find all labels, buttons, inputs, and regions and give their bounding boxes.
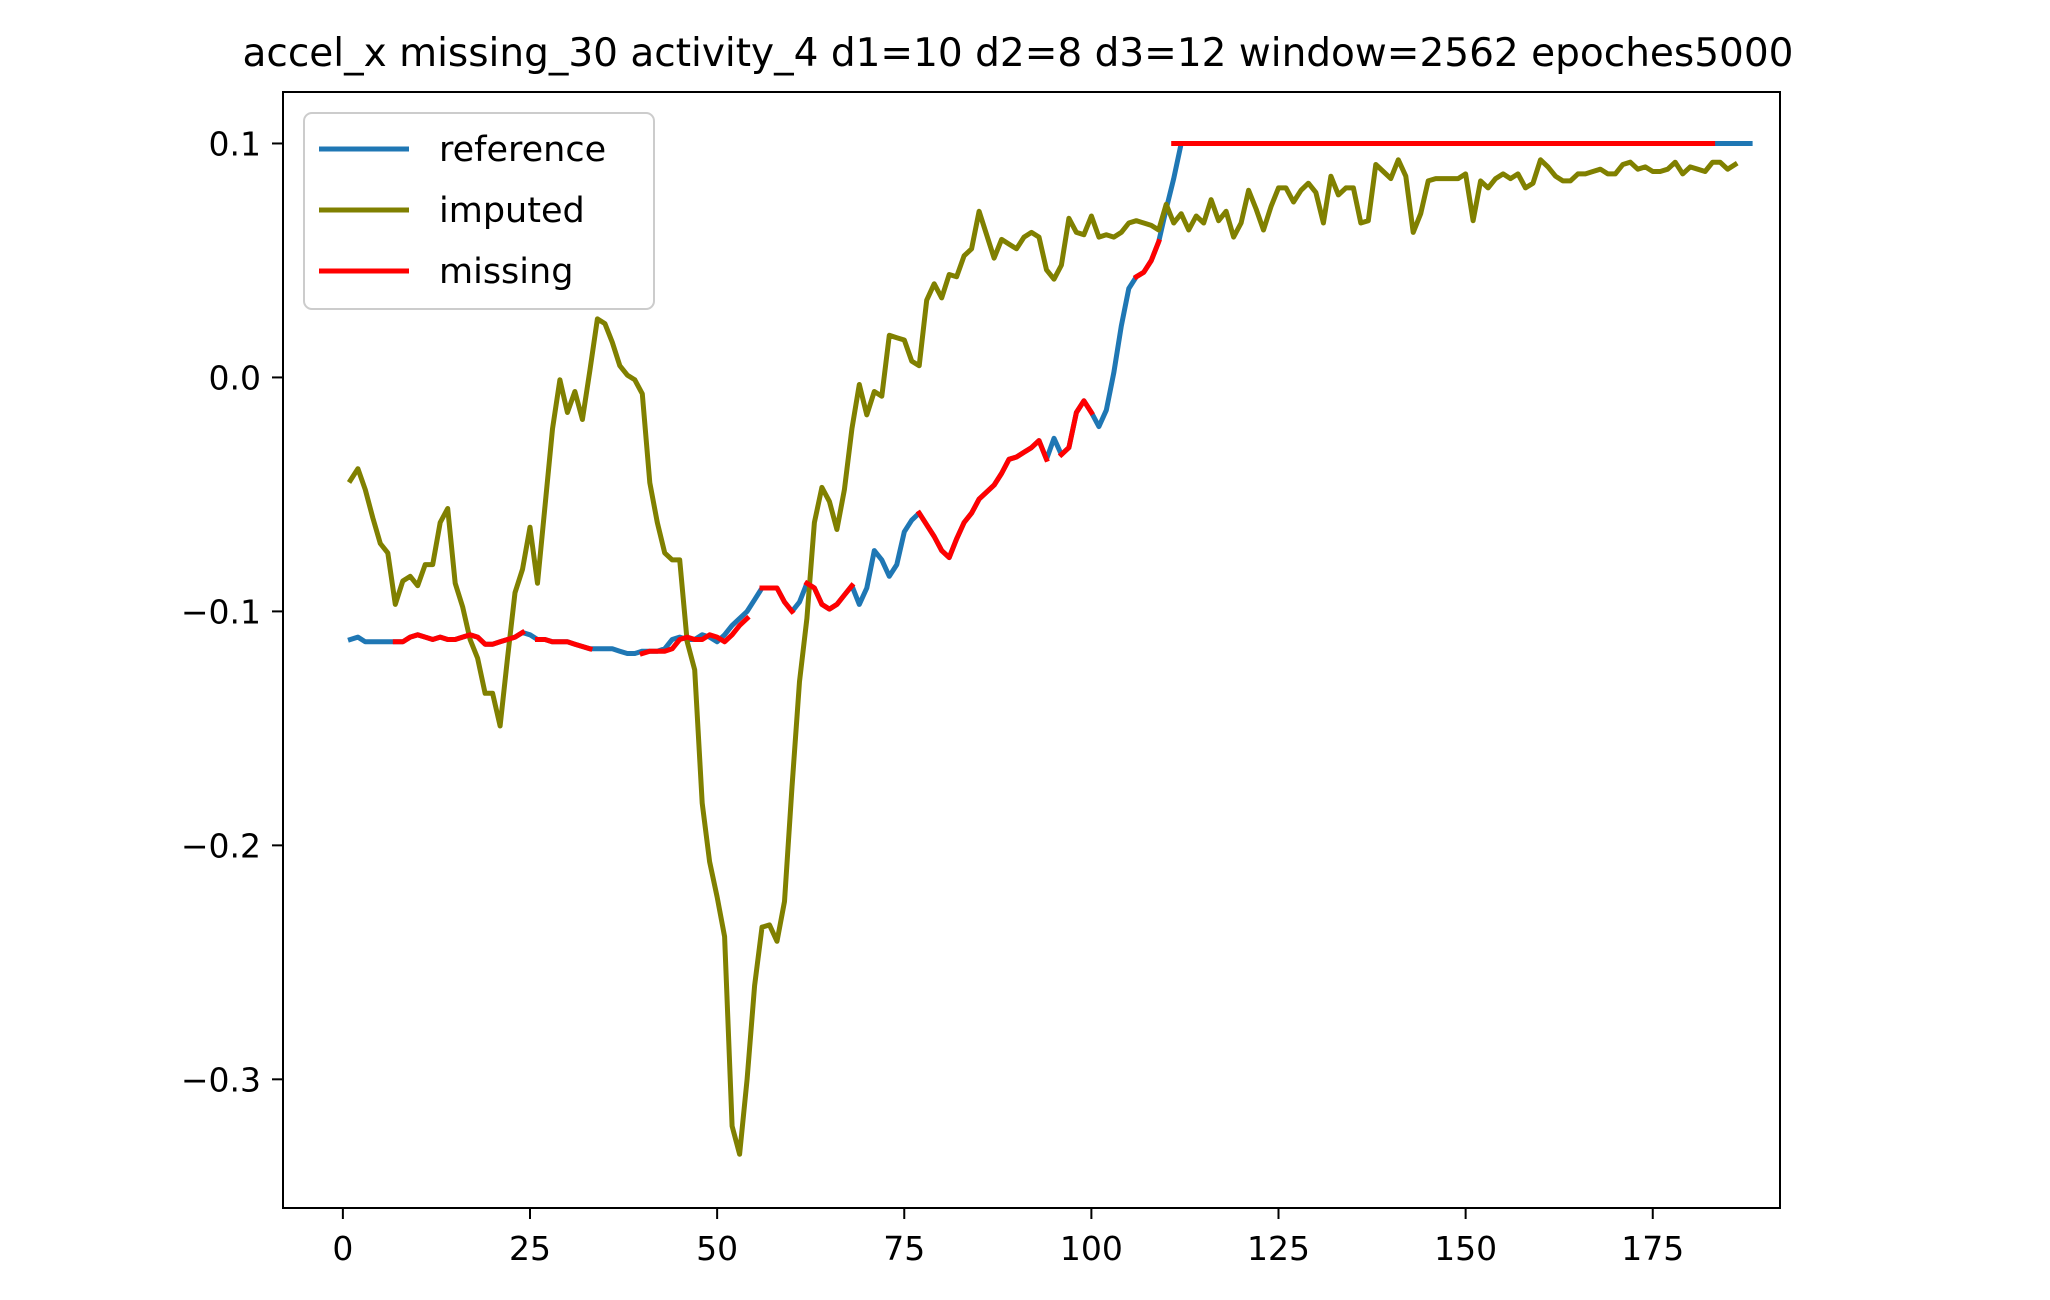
- x-tick-label: 50: [696, 1229, 738, 1268]
- series-layer: [346, 141, 1753, 1157]
- x-tick-label: 0: [332, 1229, 353, 1268]
- x-tick-label: 150: [1434, 1229, 1497, 1268]
- series-line-missing-segment-6: [915, 438, 1050, 561]
- x-tick-label: 125: [1247, 1229, 1310, 1268]
- y-axis: 0.1 0.0 −0.1 −0.2 −0.3: [181, 124, 283, 1099]
- x-tick-label: 25: [509, 1229, 551, 1268]
- legend-items: reference imputed missing: [319, 130, 606, 292]
- series-line-missing-segment-2: [535, 637, 594, 652]
- series-line-missing-segment-1: [392, 629, 526, 647]
- legend-box: [303, 112, 655, 310]
- chart-title: accel_x missing_30 activity_4 d1=10 d2=8…: [243, 31, 1794, 76]
- x-tick-label: 75: [883, 1229, 925, 1268]
- series-line-missing-segment-3: [639, 614, 751, 657]
- legend-label-missing: missing: [439, 252, 573, 292]
- y-tick-label: −0.2: [181, 826, 261, 865]
- series-line-missing-segment-5: [803, 579, 856, 612]
- series-line-missing-segment-4: [759, 585, 796, 615]
- legend-label-imputed: imputed: [439, 191, 585, 231]
- x-axis: 0 25 50 75 100 125 150 175: [332, 1208, 1684, 1268]
- y-tick-label: −0.3: [181, 1060, 261, 1099]
- x-tick-label: 175: [1621, 1229, 1684, 1268]
- legend-label-reference: reference: [439, 130, 606, 170]
- y-tick-label: 0.1: [209, 124, 261, 163]
- x-tick-label: 100: [1060, 1229, 1123, 1268]
- series-line-imputed: [346, 157, 1739, 1157]
- plot-frame: [282, 91, 1781, 1209]
- legend: reference imputed missing: [303, 112, 655, 310]
- y-tick-label: −0.1: [181, 592, 261, 631]
- series-line-missing-segment-8: [1132, 238, 1162, 281]
- series-line-missing-segment-7: [1057, 398, 1095, 459]
- y-tick-label: 0.0: [209, 358, 261, 397]
